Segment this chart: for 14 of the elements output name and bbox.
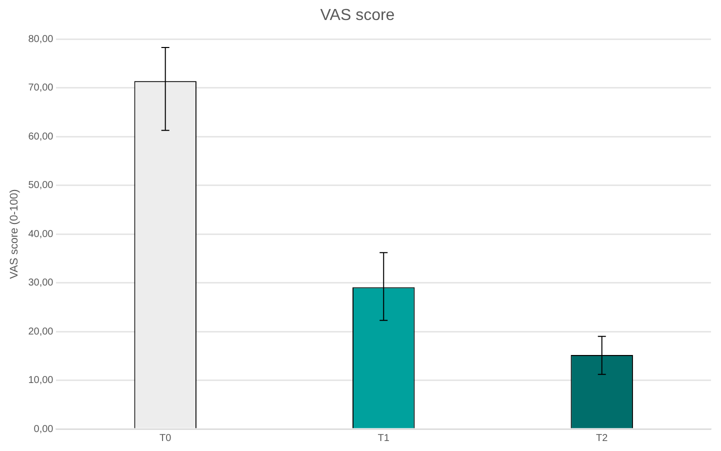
x-tick-label: T2	[596, 432, 608, 444]
y-tick-label: 0,00	[34, 424, 54, 435]
x-tick-label: T1	[378, 432, 390, 444]
y-tick-label: 30,00	[28, 278, 54, 289]
y-axis-title: VAS score (0-100)	[8, 189, 21, 279]
x-tick-label: T0	[160, 432, 172, 444]
y-tick-label: 40,00	[28, 228, 54, 240]
chart-title: VAS score	[320, 7, 395, 24]
y-tick-label: 20,00	[28, 326, 54, 338]
y-tick-label: 80,00	[28, 34, 54, 45]
y-tick-label: 70,00	[28, 82, 54, 94]
y-tick-label: 50,00	[28, 180, 54, 192]
y-tick-label: 10,00	[28, 375, 54, 386]
y-tick-label: 60,00	[28, 131, 54, 142]
